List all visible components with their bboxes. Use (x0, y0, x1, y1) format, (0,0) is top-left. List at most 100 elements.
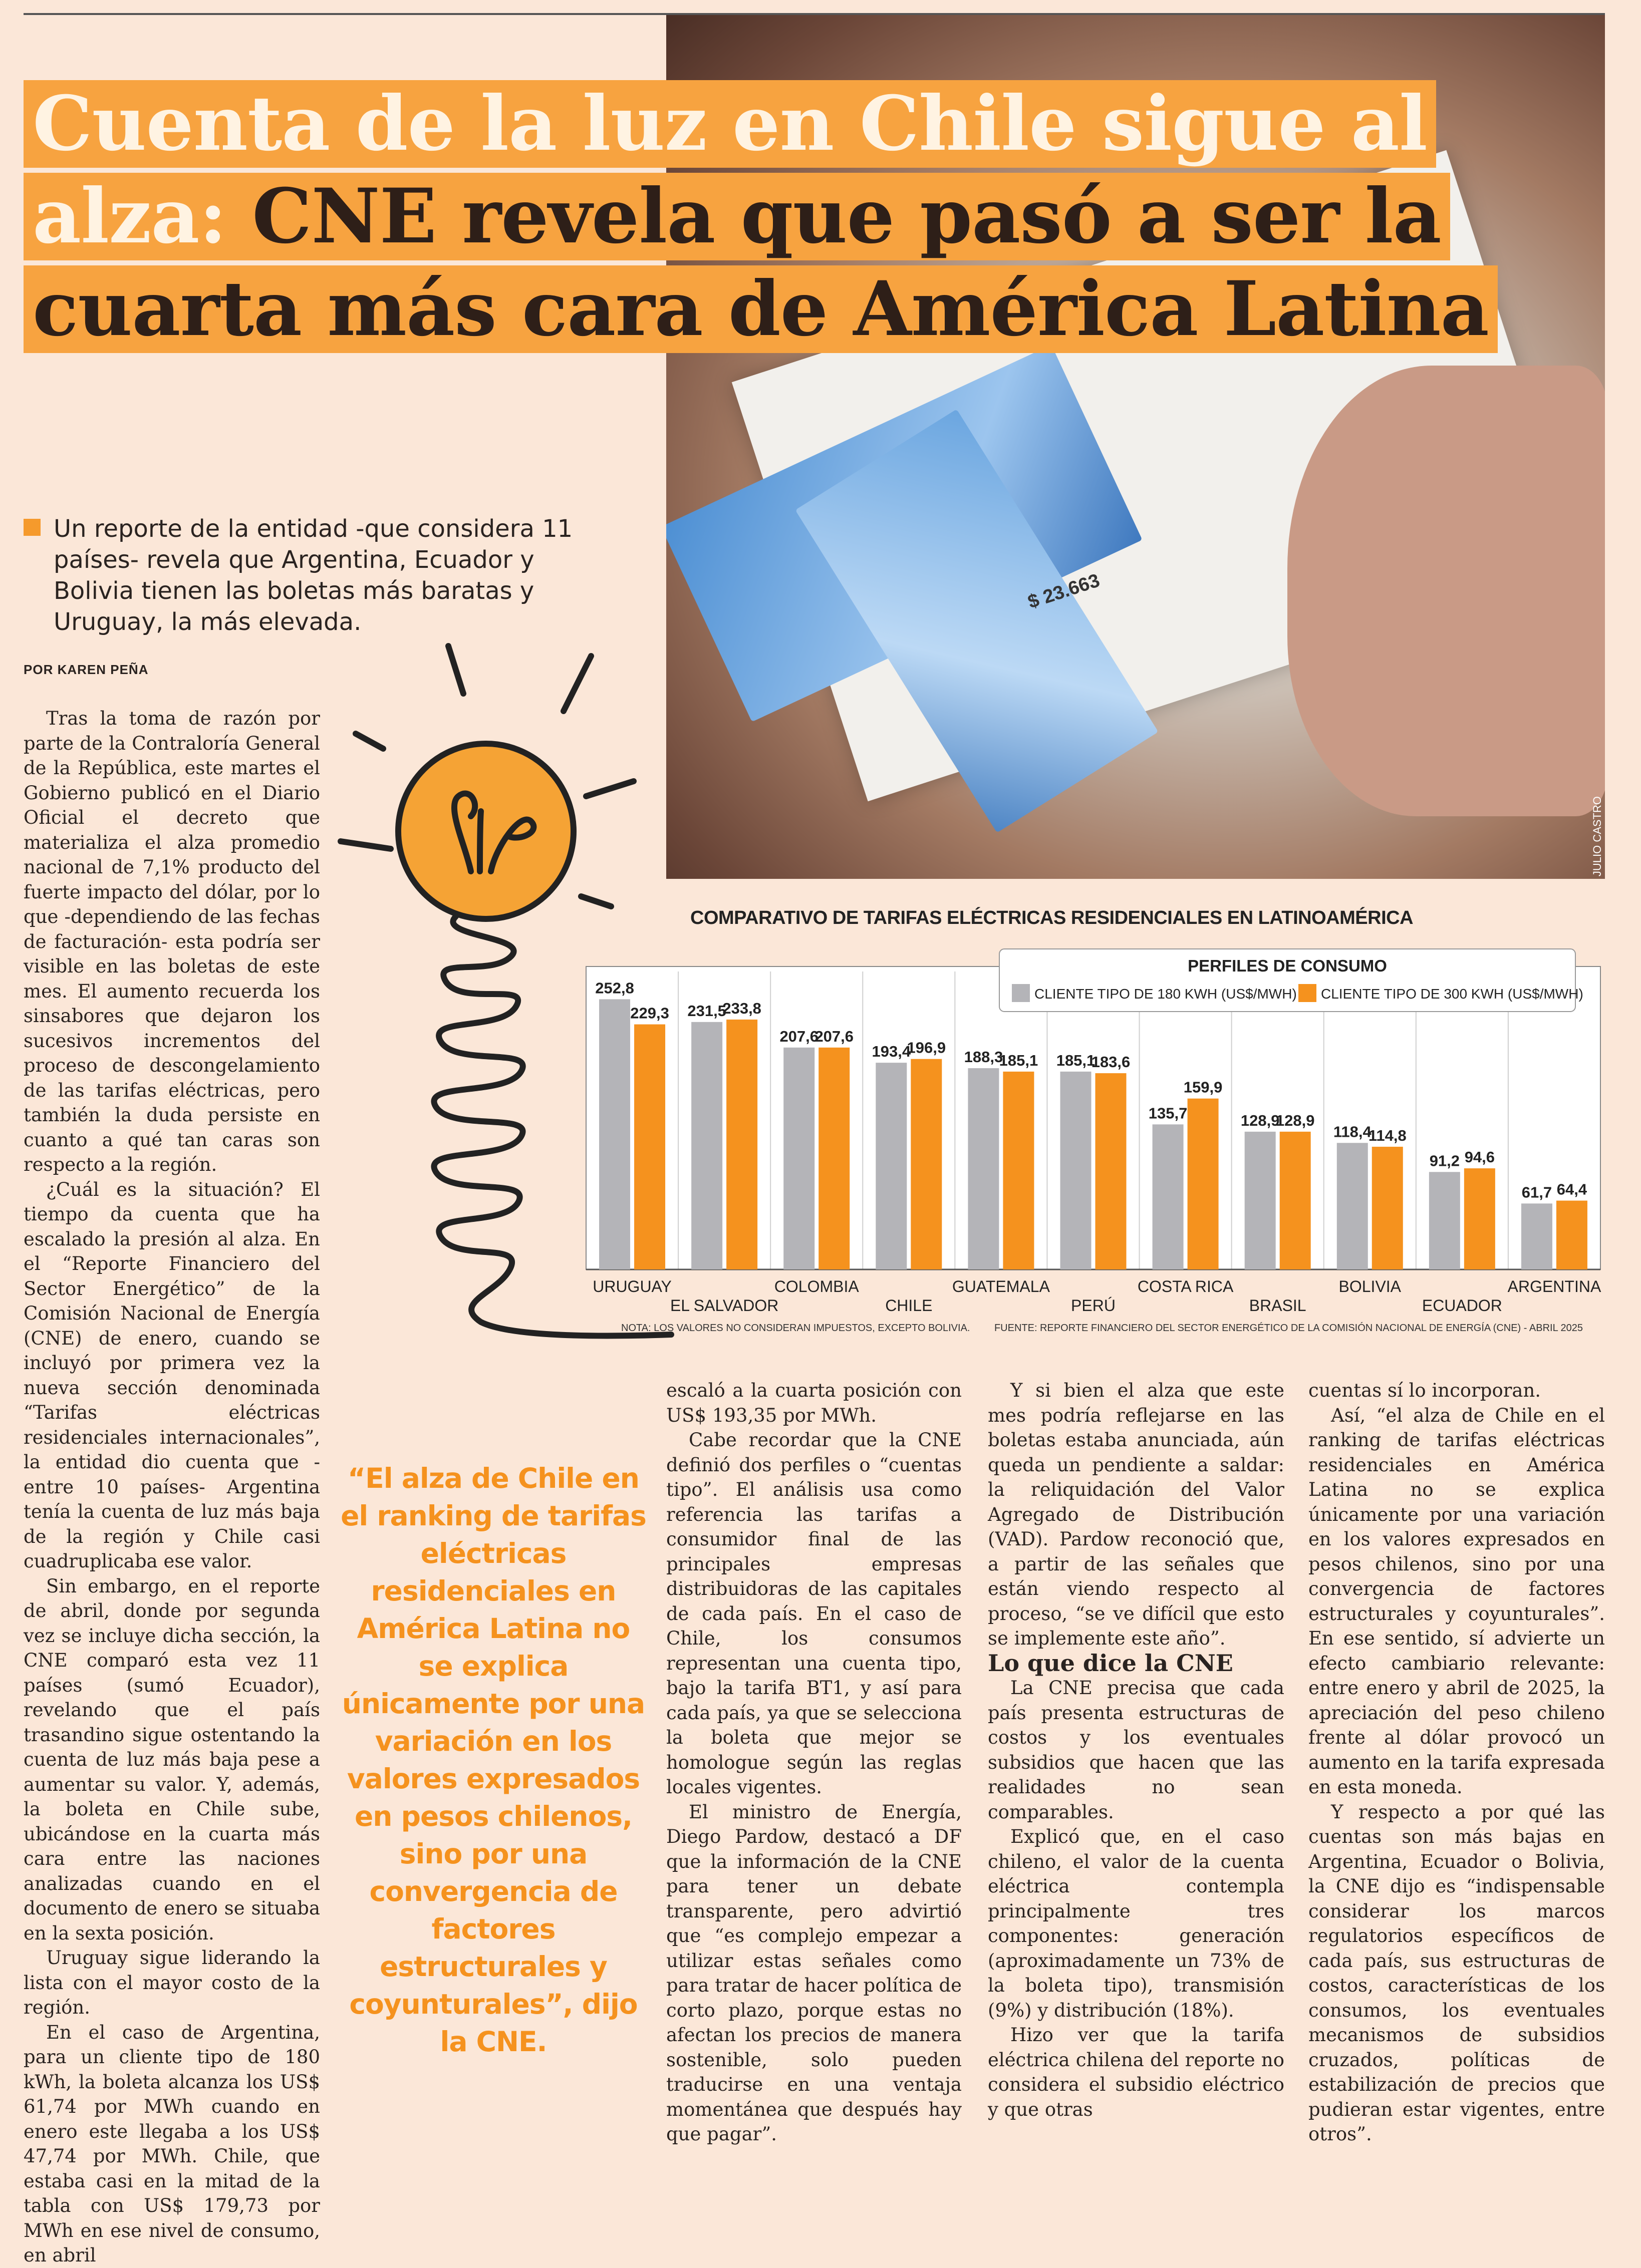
paragraph: Hizo ver que la tarifa eléctrica chilena… (988, 2024, 1284, 2120)
paragraph: Explicó que, en el caso chileno, el valo… (988, 1826, 1284, 2021)
data-label: 91,2 (1430, 1152, 1460, 1169)
bar-300kwh (1003, 1071, 1034, 1269)
data-label: 193,4 (872, 1043, 911, 1060)
square-bullet-icon (24, 519, 41, 536)
headline: Cuenta de la luz en Chile sigue al alza:… (24, 80, 1498, 358)
data-label: 61,7 (1522, 1183, 1552, 1201)
paragraph: Uruguay sigue liderando la lista con el … (24, 1947, 320, 2018)
bar-300kwh (1464, 1168, 1495, 1269)
top-rule (24, 13, 1605, 15)
body-column-3: Y si bien el alza que este mes podría re… (988, 1378, 1284, 2122)
bar-300kwh (634, 1024, 666, 1269)
bar-300kwh (911, 1059, 942, 1269)
lightbulb-illustration (338, 643, 674, 1339)
paragraph: La CNE precisa que cada país presenta es… (988, 1677, 1284, 1823)
bar-180kwh (1429, 1172, 1460, 1269)
bar-300kwh (1095, 1073, 1127, 1269)
legend-swatch-180kwh (1012, 984, 1030, 1002)
data-label: 229,3 (630, 1005, 669, 1022)
paragraph: Y si bien el alza que este mes podría re… (988, 1380, 1284, 1649)
paragraph: El ministro de Energía, Diego Pardow, de… (666, 1801, 962, 2145)
data-label: 252,8 (595, 979, 634, 997)
headline-line-3: cuarta más cara de América Latina (24, 265, 1498, 353)
bar-300kwh (818, 1047, 850, 1269)
data-label: 114,8 (1369, 1127, 1407, 1144)
headline-line-1: Cuenta de la luz en Chile sigue al (24, 80, 1436, 168)
data-label: 233,8 (722, 1000, 761, 1017)
hand-image (1287, 366, 1605, 816)
section-subhead: Lo que dice la CNE (988, 1649, 1233, 1677)
category-label: COLOMBIA (774, 1277, 860, 1295)
bar-180kwh (1244, 1131, 1276, 1269)
bar-180kwh (1336, 1143, 1368, 1269)
data-label: 185,1 (999, 1052, 1038, 1069)
headline-line-2-dark: CNE revela que pasó a ser la (252, 172, 1442, 260)
legend-box (999, 948, 1576, 1012)
paragraph: Así, “el alza de Chile en el ranking de … (1308, 1404, 1605, 1798)
bar-180kwh (968, 1068, 999, 1269)
body-column-4: cuentas sí lo incorporan. Así, “el alza … (1308, 1378, 1605, 2147)
pull-quote: “El alza de Chile en el ranking de tarif… (341, 1462, 647, 2058)
data-label: 64,4 (1557, 1181, 1587, 1198)
bar-180kwh (1521, 1203, 1552, 1269)
bar-300kwh (1372, 1146, 1403, 1269)
bar-180kwh (1152, 1124, 1184, 1269)
photo-credit: JULIO CASTRO (1591, 796, 1603, 877)
category-label: ARGENTINA (1508, 1277, 1601, 1295)
legend-label: CLIENTE TIPO DE 300 KWH (US$/MWH) (1321, 986, 1583, 1002)
data-label: 128,9 (1276, 1112, 1315, 1129)
legend-swatch-300kwh (1298, 984, 1316, 1002)
legend-label: CLIENTE TIPO DE 180 KWH (US$/MWH) (1034, 986, 1297, 1002)
bar-300kwh (1279, 1131, 1311, 1269)
bar-180kwh (691, 1022, 723, 1269)
data-label: 185,1 (1056, 1052, 1096, 1069)
headline-line-2: alza: CNE revela que pasó a ser la (24, 173, 1450, 260)
data-label: 196,9 (907, 1039, 946, 1057)
bar-180kwh (1060, 1071, 1091, 1269)
category-label: BRASIL (1249, 1297, 1306, 1315)
category-label: COSTA RICA (1138, 1277, 1234, 1295)
paragraph: Y respecto a por qué las cuentas son más… (1308, 1801, 1605, 2145)
byline: POR KAREN PEÑA (24, 662, 149, 677)
bar-180kwh (876, 1063, 907, 1269)
lead-paragraph: Un reporte de la entidad -que considera … (24, 513, 645, 637)
bar-180kwh (599, 999, 631, 1269)
category-label: CHILE (885, 1297, 932, 1315)
paragraph: Sin embargo, en el reporte de abril, don… (24, 1575, 320, 1944)
chart-source: FUENTE: REPORTE FINANCIERO DEL SECTOR EN… (994, 1322, 1583, 1334)
legend-title: PERFILES DE CONSUMO (1188, 956, 1387, 975)
data-label: 135,7 (1149, 1104, 1188, 1122)
data-label: 207,6 (814, 1028, 854, 1045)
paragraph: escaló a la cuarta posición con US$ 193,… (666, 1380, 962, 1426)
body-column-1: Tras la toma de razón por parte de la Co… (24, 706, 320, 2268)
lead-text: Un reporte de la entidad -que considera … (54, 515, 573, 636)
data-label: 183,6 (1091, 1053, 1131, 1071)
chart-title: COMPARATIVO DE TARIFAS ELÉCTRICAS RESIDE… (690, 907, 1414, 928)
paragraph: ¿Cuál es la situación? El tiempo da cuen… (24, 1178, 320, 1572)
paragraph: Tras la toma de razón por parte de la Co… (24, 708, 320, 1175)
data-label: 94,6 (1465, 1148, 1495, 1166)
bar-300kwh (1556, 1200, 1587, 1269)
category-label: BOLIVIA (1339, 1277, 1402, 1295)
bar-300kwh (1187, 1098, 1219, 1269)
data-label: 231,5 (687, 1002, 726, 1020)
data-label: 188,3 (964, 1048, 1003, 1066)
chart-note: NOTA: LOS VALORES NO CONSIDERAN IMPUESTO… (621, 1323, 970, 1334)
data-label: 128,9 (1241, 1112, 1280, 1129)
category-label: EL SALVADOR (670, 1297, 778, 1315)
category-label: GUATEMALA (952, 1277, 1050, 1295)
body-column-2: escaló a la cuarta posición con US$ 193,… (666, 1378, 962, 2147)
category-label: PERÚ (1071, 1297, 1116, 1315)
category-label: ECUADOR (1422, 1297, 1502, 1315)
paragraph: Cabe recordar que la CNE definió dos per… (666, 1429, 962, 1798)
bar-300kwh (726, 1019, 758, 1269)
data-label: 207,6 (779, 1028, 818, 1045)
paragraph: En el caso de Argentina, para un cliente… (24, 2021, 320, 2266)
headline-line-2-light: alza: (33, 172, 227, 260)
category-label: URUGUAY (593, 1277, 672, 1295)
data-label: 159,9 (1184, 1079, 1223, 1096)
paragraph: cuentas sí lo incorporan. (1308, 1380, 1541, 1401)
bar-180kwh (783, 1047, 815, 1269)
data-label: 118,4 (1333, 1123, 1372, 1140)
